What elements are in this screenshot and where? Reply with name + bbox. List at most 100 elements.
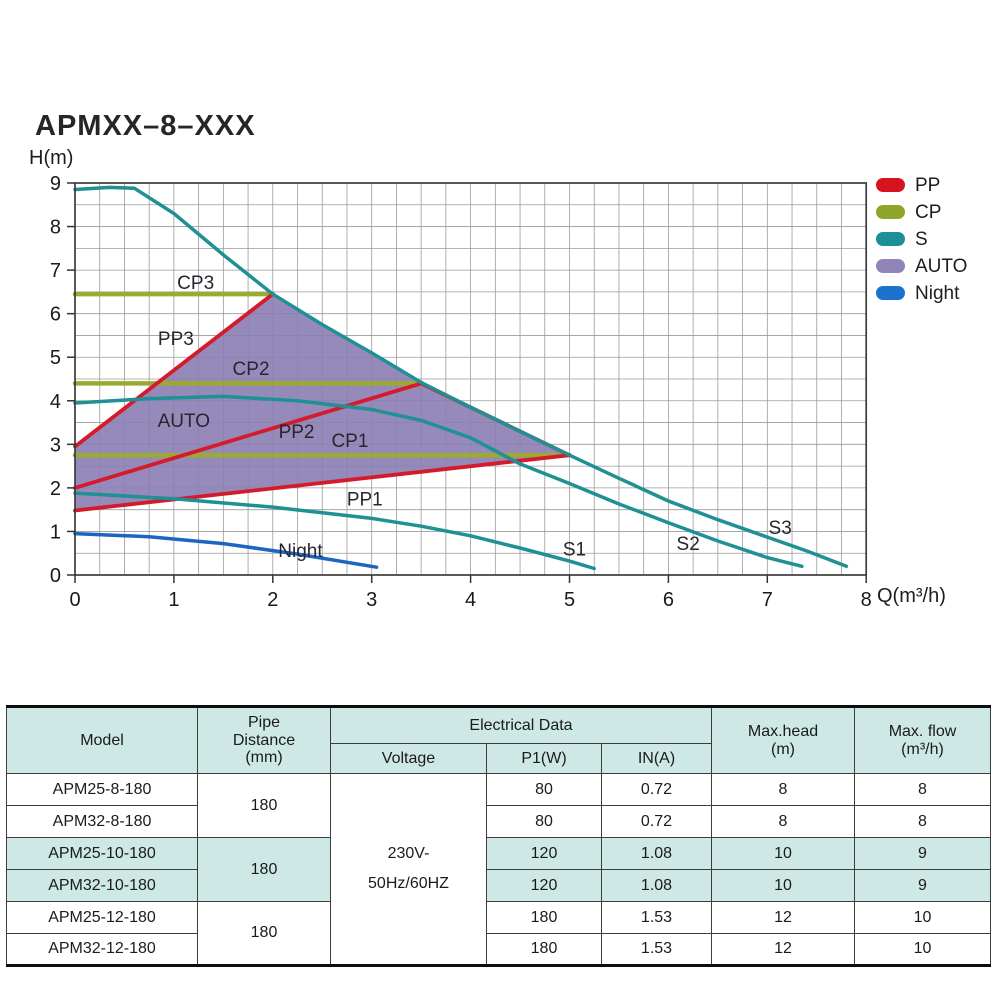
x-tick-label: 7 [762, 589, 773, 611]
p1-cell: 180 [486, 933, 602, 966]
y-tick-label: 0 [50, 565, 61, 587]
curve-label-CP1: CP1 [331, 431, 368, 452]
curve-label-S2: S2 [677, 534, 700, 555]
current-cell: 0.72 [601, 805, 712, 838]
y-tick-label: 9 [50, 173, 61, 195]
x-tick-label: 2 [267, 589, 278, 611]
model-cell: APM25-10-180 [6, 837, 198, 870]
legend-label: CP [915, 201, 942, 223]
pipe-distance-cell: 180 [197, 901, 331, 966]
x-tick-label: 6 [663, 589, 674, 611]
table-row: APM32-12-180 180 1.53 12 10 [6, 933, 991, 966]
p1-cell: 80 [486, 805, 602, 838]
p1-cell: 80 [486, 773, 602, 806]
max-head-cell: 12 [711, 901, 855, 934]
legend-item-PP: PP [876, 174, 967, 196]
table-row: APM32-10-180 120 1.08 10 9 [6, 869, 991, 902]
table-row: APM25-8-180 180 230V- 50Hz/60HZ 80 0.72 8 8 [6, 773, 991, 966]
y-axis-label: H(m) [29, 147, 74, 169]
voltage-cell: 230V- 50Hz/60HZ [330, 773, 487, 966]
curve-label-PP2: PP2 [279, 422, 315, 443]
max-head-cell: 8 [711, 805, 855, 838]
voltage-line: 50Hz/60HZ [368, 875, 449, 892]
max-head-cell: 10 [711, 869, 855, 902]
pipe-distance-cell: 180 [197, 773, 331, 838]
legend-item-CP: CP [876, 201, 967, 223]
model-cell: APM25-12-180 [6, 901, 198, 934]
curve-S3 [73, 185, 849, 569]
x-tick-label: 8 [861, 589, 872, 611]
chart-legend: PP CP S AUTO Night [876, 174, 968, 312]
max-flow-cell: 9 [854, 837, 991, 870]
curve-Night [73, 531, 379, 569]
p1-cell: 120 [486, 837, 602, 870]
spec-table-body: APM25-8-180 180 230V- 50Hz/60HZ 80 0.72 8 8 APM3… [6, 773, 991, 966]
p1-cell: 120 [486, 869, 602, 902]
x-axis-label: Q(m³/h) [877, 585, 946, 607]
curve-S2 [73, 394, 804, 569]
curve-label-S3: S3 [769, 518, 792, 539]
model-cell: APM25-8-180 [6, 773, 198, 806]
x-tick-label: 4 [465, 589, 476, 611]
current-cell: 1.53 [601, 933, 712, 966]
max-head-cell: 8 [711, 773, 855, 806]
table-row: APM32-8-180 80 0.72 8 8 [6, 805, 991, 838]
max-flow-cell: 8 [854, 805, 991, 838]
legend-label: Night [915, 282, 960, 304]
spec-table-header: Model Pipe Distance (mm) Electrical Data… [6, 706, 991, 774]
y-tick-label: 1 [50, 521, 61, 543]
col-header-max-head: Max.head (m) [711, 706, 855, 774]
legend-label: S [915, 228, 928, 250]
model-cell: APM32-8-180 [6, 805, 198, 838]
spec-table: Model Pipe Distance (mm) Electrical Data… [6, 705, 991, 967]
legend-swatch-CP [876, 205, 905, 219]
current-cell: 0.72 [601, 773, 712, 806]
max-flow-cell: 8 [854, 773, 991, 806]
performance-chart: 0 1 2 3 4 5 6 7 8 0 1 2 3 4 5 6 7 8 9 CP3 PP3 CP2 AUTO PP2 CP1 PP… [50, 173, 872, 611]
legend-label: PP [915, 174, 941, 196]
x-tick-label: 1 [168, 589, 179, 611]
col-header-model: Model [6, 706, 198, 774]
legend-item-S: S [876, 228, 967, 250]
x-tick-label: 5 [564, 589, 575, 611]
col-header-voltage: Voltage [330, 743, 487, 774]
current-cell: 1.08 [601, 837, 712, 870]
col-header-pipe-distance: Pipe Distance (mm) [197, 706, 331, 774]
y-tick-label: 2 [50, 478, 61, 500]
curve-PP3 [73, 292, 275, 449]
curve-S1 [73, 491, 596, 571]
max-flow-cell: 10 [854, 901, 991, 934]
p1-cell: 180 [486, 901, 602, 934]
pipe-distance-cell: 180 [197, 837, 331, 902]
legend-item-Night: Night [876, 282, 967, 304]
curve-PP1 [73, 453, 572, 513]
y-tick-label: 5 [50, 347, 61, 369]
max-flow-cell: 9 [854, 869, 991, 902]
current-cell: 1.08 [601, 869, 712, 902]
axis-ticks: 0 1 2 3 4 5 6 7 8 0 1 2 3 4 5 6 7 8 9 [50, 173, 872, 611]
curve-label-Night: Night [278, 541, 323, 562]
x-tick-label: 3 [366, 589, 377, 611]
table-row: APM25-10-180 180 120 1.08 10 9 [6, 837, 991, 902]
y-tick-label: 3 [50, 434, 61, 456]
y-tick-label: 4 [50, 391, 61, 413]
y-tick-label: 7 [50, 260, 61, 282]
max-head-cell: 12 [711, 933, 855, 966]
col-header-current: IN(A) [601, 743, 712, 774]
model-cell: APM32-12-180 [6, 933, 198, 966]
curve-label-CP3: CP3 [177, 273, 214, 294]
legend-label: AUTO [915, 255, 968, 277]
table-row: APM25-12-180 180 180 1.53 12 10 [6, 901, 991, 966]
page-title: APMXX–8–XXX [35, 110, 256, 142]
col-header-electrical-data: Electrical Data [330, 706, 712, 744]
voltage-line: 230V- [387, 844, 430, 862]
legend-swatch-AUTO [876, 259, 905, 273]
legend-swatch-PP [876, 178, 905, 192]
col-header-p1: P1(W) [486, 743, 602, 774]
max-flow-cell: 10 [854, 933, 991, 966]
legend-swatch-S [876, 232, 905, 246]
x-tick-label: 0 [69, 589, 80, 611]
legend-item-AUTO: AUTO [876, 255, 968, 277]
curve-label-CP2: CP2 [233, 359, 270, 380]
